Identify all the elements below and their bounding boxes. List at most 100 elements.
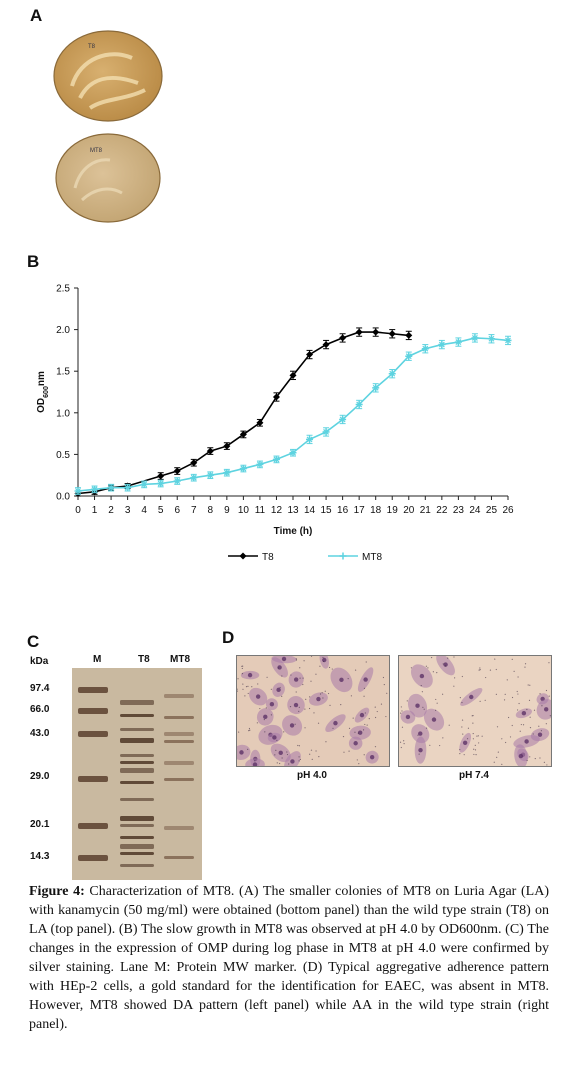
data-point-mt8: [487, 334, 495, 344]
gel-image: [72, 668, 202, 880]
growth-curve-chart: 0.0 0.5 1.0 1.5 2.0 2.5 0 1 2 3 4 5 6 7 8 9 10 11 12 13 14 15…: [30, 270, 550, 600]
data-point-t8: [272, 392, 280, 402]
micrograph-ph-4-0: [236, 655, 390, 767]
gel-marker-29-0: 29.0: [30, 771, 50, 782]
data-point-mt8: [405, 351, 413, 361]
x-tick-label: 4: [141, 505, 147, 516]
x-tick-label: 12: [271, 505, 283, 516]
x-tick-label: 18: [370, 505, 382, 516]
data-point-mt8: [206, 471, 214, 480]
data-point-mt8: [239, 464, 247, 473]
micrograph-ph-7-4: [398, 655, 552, 767]
data-point-mt8: [471, 333, 479, 343]
x-tick-label: 9: [224, 505, 230, 516]
data-point-mt8: [339, 414, 347, 425]
legend-item-t8: T8: [228, 552, 274, 563]
data-point-mt8: [140, 480, 148, 489]
x-tick-label: 16: [337, 505, 349, 516]
silver-stain-gel: kDa M T8 MT8 97.4 66.0 43.0 29.0 20.1 14…: [30, 650, 210, 880]
data-point-t8: [388, 329, 396, 339]
micrograph-label-ph-7-4: pH 7.4: [458, 770, 489, 781]
data-point-t8: [190, 458, 198, 467]
x-tick-label: 21: [420, 505, 432, 516]
micrograph-label-ph-4-0: pH 4.0: [296, 770, 327, 781]
data-point-t8: [405, 330, 413, 341]
series-line-mt8: [77, 337, 509, 492]
x-tick-label: 5: [158, 505, 164, 516]
data-point-mt8: [289, 448, 297, 457]
data-point-t8: [256, 418, 264, 427]
y-tick-label: 0.5: [56, 450, 70, 461]
data-point-mt8: [421, 344, 429, 354]
panel-letter-c: C: [27, 632, 40, 651]
x-tick-label: 10: [238, 505, 250, 516]
y-axis-title: OD600nm: [36, 371, 50, 413]
data-point-mt8: [256, 460, 264, 469]
agar-plates-image: T8 MT8: [53, 30, 163, 223]
panel-letter-b: B: [27, 252, 40, 271]
series-line-t8: [77, 331, 409, 495]
x-tick-label: 14: [304, 505, 316, 516]
gel-marker-97-4: 97.4: [30, 683, 50, 694]
plate-bottom: MT8: [55, 133, 161, 223]
legend-label-t8: T8: [262, 552, 274, 563]
gel-marker-20-1: 20.1: [30, 819, 50, 830]
data-point-mt8: [372, 383, 380, 393]
x-tick-label: 6: [174, 505, 180, 516]
data-point-mt8: [454, 337, 462, 347]
y-tick-label: 1.5: [56, 367, 70, 378]
data-point-mt8: [322, 427, 330, 437]
y-tick-label: 2.0: [56, 325, 70, 336]
data-point-t8: [322, 339, 330, 350]
figure-caption: Figure 4: Characterization of MT8. (A) T…: [29, 882, 549, 1034]
x-axis-title: Time (h): [274, 526, 313, 537]
x-tick-label: 8: [208, 505, 214, 516]
gel-marker-43-0: 43.0: [30, 728, 50, 739]
data-point-mt8: [74, 487, 82, 495]
x-tick-label: 3: [125, 505, 131, 516]
data-point-mt8: [107, 483, 115, 492]
plate-top-label: T8: [88, 44, 96, 50]
data-point-t8: [206, 447, 214, 455]
gel-lane-label-t8: T8: [138, 654, 150, 665]
gel-marker-66-0: 66.0: [30, 704, 50, 715]
gel-marker-14-3: 14.3: [30, 851, 50, 862]
data-point-mt8: [91, 485, 99, 494]
legend-label-mt8: MT8: [362, 552, 382, 563]
data-point-mt8: [388, 369, 396, 379]
data-point-mt8: [355, 399, 363, 410]
gel-unit-label: kDa: [30, 656, 49, 667]
data-point-mt8: [438, 339, 446, 350]
plate-top: T8: [53, 30, 163, 122]
x-tick-label: 19: [387, 505, 399, 516]
data-point-t8: [173, 467, 181, 475]
data-point-mt8: [157, 479, 165, 488]
data-point-mt8: [223, 468, 231, 477]
data-point-mt8: [504, 335, 512, 346]
x-tick-label: 17: [354, 505, 366, 516]
x-tick-label: 20: [403, 505, 415, 516]
data-point-t8: [289, 370, 297, 381]
plate-bottom-label: MT8: [90, 148, 103, 154]
data-point-t8: [157, 472, 165, 480]
x-tick-label: 15: [321, 505, 333, 516]
data-point-t8: [372, 327, 380, 337]
caption-text: Characterization of MT8. (A) The smaller…: [29, 884, 549, 1032]
x-tick-label: 0: [75, 505, 81, 516]
data-point-t8: [239, 430, 247, 439]
y-tick-label: 2.5: [56, 284, 70, 295]
x-tick-label: 25: [486, 505, 498, 516]
x-tick-label: 13: [287, 505, 299, 516]
micrograph-ph-7-4-image: [399, 656, 551, 766]
agar-plates-panel: T8 MT8: [50, 28, 170, 228]
caption-lead: Figure 4:: [29, 884, 85, 899]
x-tick-label: 1: [92, 505, 98, 516]
x-tick-label: 26: [502, 505, 514, 516]
panel-letter-d: D: [222, 628, 235, 647]
x-tick-label: 24: [469, 505, 481, 516]
y-tick-label: 0.0: [56, 492, 70, 503]
data-point-t8: [306, 349, 314, 360]
legend-item-mt8: MT8: [328, 552, 382, 563]
x-tick-label: 7: [191, 505, 197, 516]
data-point-t8: [223, 442, 231, 450]
